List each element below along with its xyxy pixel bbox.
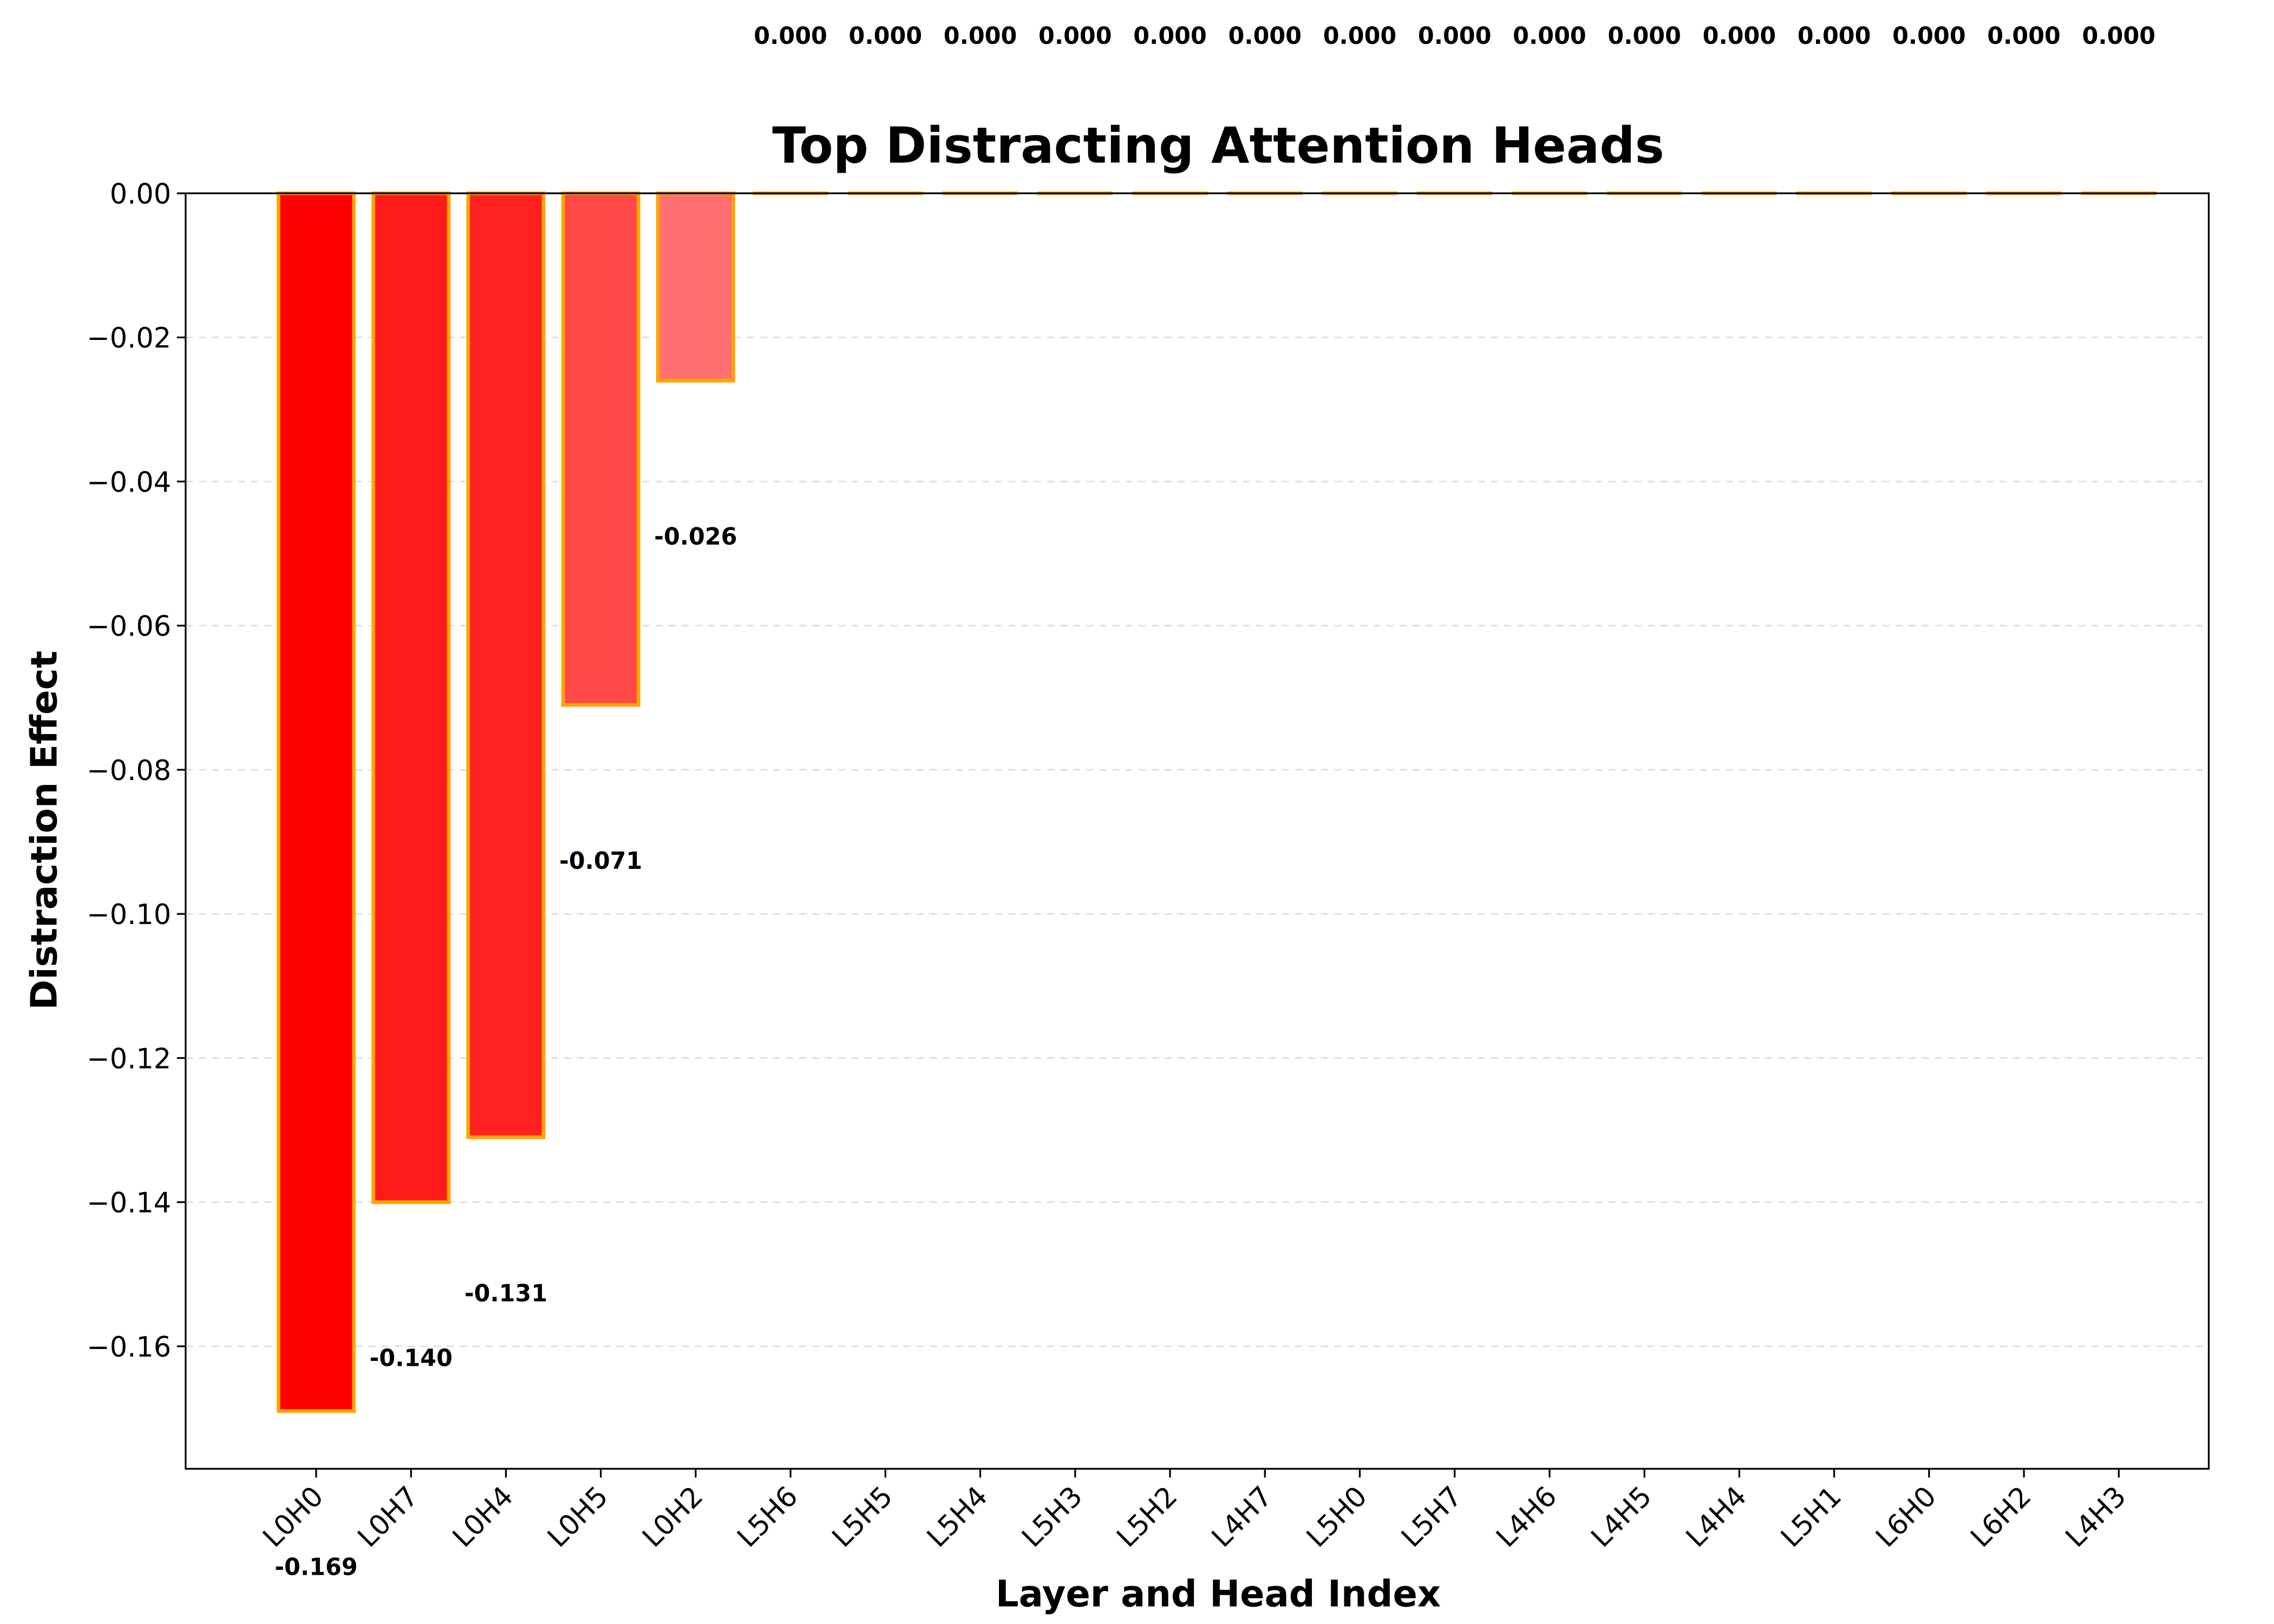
value-label: 0.000 [1418,23,1492,50]
value-label: 0.000 [1513,23,1586,50]
value-label: 0.000 [1892,23,1966,50]
value-label: 0.000 [849,23,923,50]
value-label: 0.000 [2082,23,2156,50]
bar [371,191,451,1204]
value-label: 0.000 [1608,23,1681,50]
y-tick-label: −0.06 [87,611,171,643]
value-label: 0.000 [1228,23,1302,50]
value-label: -0.140 [369,1345,452,1372]
value-label: 0.000 [1323,23,1397,50]
x-axis-label: Layer and Head Index [996,1573,1441,1615]
bar [656,191,735,383]
value-label: 0.000 [1703,23,1776,50]
plot-frame [185,192,2210,1470]
value-label: 0.000 [1038,23,1112,50]
bar [276,191,356,1413]
value-label: 0.000 [1987,23,2061,50]
y-tick-label: −0.10 [87,899,171,931]
y-tick-label: −0.08 [87,755,171,787]
value-label: 0.000 [1798,23,1871,50]
y-tick-label: −0.16 [87,1332,171,1364]
y-axis-label: Distraction Effect [23,651,66,1010]
value-label: -0.131 [465,1280,547,1307]
value-label: 0.000 [754,23,827,50]
value-label: -0.071 [559,848,642,875]
chart-title: Top Distracting Attention Heads [772,116,1664,175]
value-label: -0.026 [654,523,737,551]
y-tick-label: −0.04 [87,467,171,499]
bar [561,191,641,707]
y-tick-label: −0.14 [87,1187,171,1219]
bar [466,191,546,1140]
y-tick-label: −0.02 [87,323,171,355]
y-tick-label: −0.12 [87,1043,171,1075]
value-label: 0.000 [944,23,1017,50]
value-label: 0.000 [1133,23,1207,50]
value-label: -0.169 [275,1554,357,1581]
y-tick-label: 0.00 [110,179,171,211]
